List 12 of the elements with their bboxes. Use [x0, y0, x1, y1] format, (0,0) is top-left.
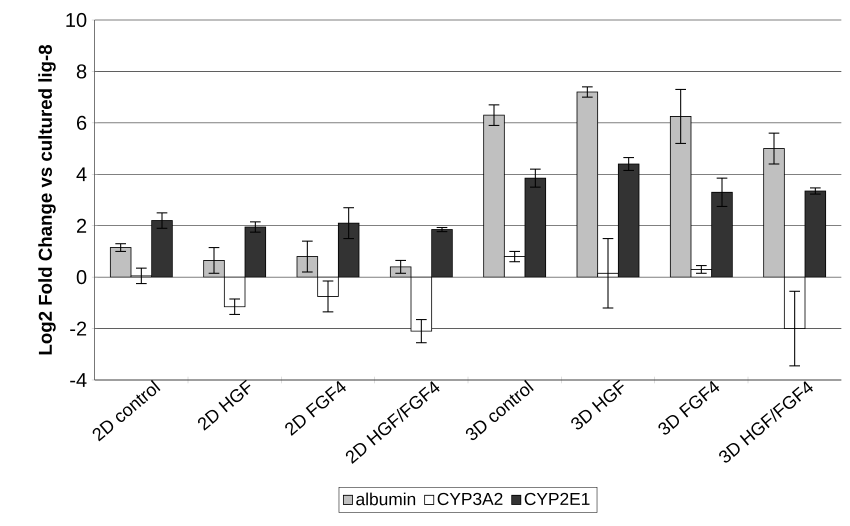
y-tick-label: 4 [76, 167, 87, 182]
y-tick-label: 6 [77, 116, 86, 130]
y-axis-title: Log2 Fold Change vs cultured lig-8 [38, 44, 56, 354]
y-tick-label: 8 [76, 64, 86, 79]
y-tick-label: 2 [76, 218, 86, 233]
y-tick-label: -4 [70, 373, 87, 387]
legend-label: CYP2E1 [524, 492, 590, 506]
y-tick-label: 0 [76, 270, 86, 284]
legend-label: albumin [356, 492, 416, 506]
y-tick-label: 10 [66, 12, 86, 28]
legend-label: CYP3A2 [438, 492, 502, 506]
y-tick-label: -2 [70, 322, 86, 336]
